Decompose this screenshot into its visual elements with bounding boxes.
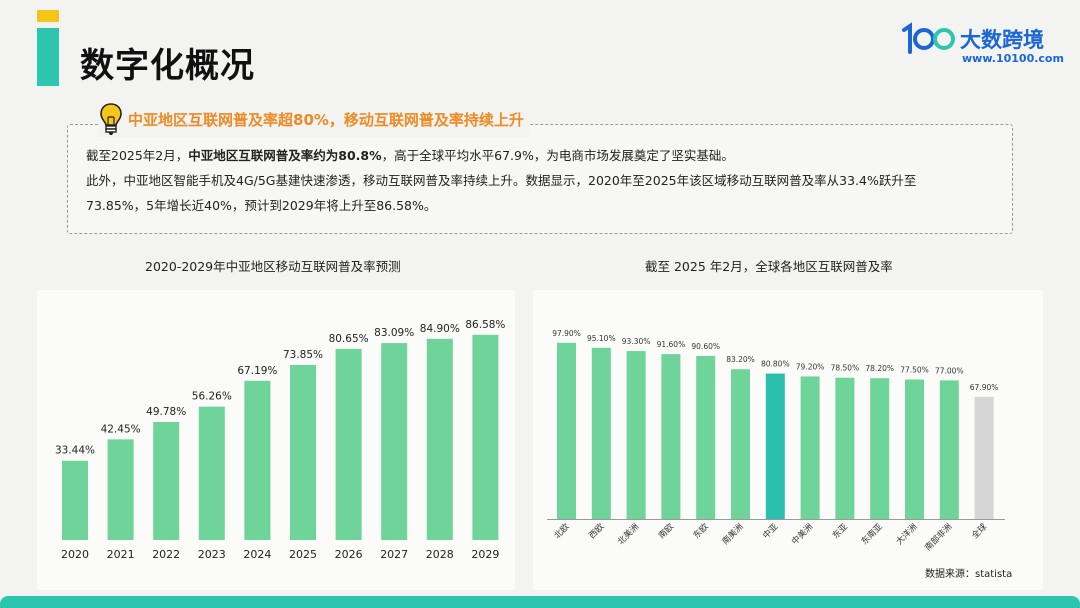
- bar-南美洲: [731, 369, 750, 519]
- bar-2022: [153, 422, 180, 540]
- data-label-2021: 42.45%: [101, 423, 141, 435]
- data-label-东欧: 90.60%: [691, 342, 720, 351]
- bar-北欧: [557, 342, 576, 519]
- bar-东欧: [696, 355, 716, 519]
- tick-label-南美洲: 南美洲: [720, 521, 746, 547]
- info-box: [67, 124, 1013, 234]
- bar-2027: [381, 343, 408, 540]
- bar-南部非洲: [939, 380, 959, 519]
- tick-label-中亚: 中亚: [761, 521, 781, 541]
- data-label-2022: 49.78%: [146, 406, 186, 418]
- bar-2029: [472, 334, 499, 540]
- tick-label-南欧: 南欧: [656, 521, 676, 541]
- data-label-南欧: 91.60%: [657, 340, 686, 349]
- bar-西欧: [591, 347, 611, 519]
- data-label-中美洲: 79.20%: [796, 362, 825, 371]
- tick-label-2022: 2022: [152, 548, 180, 561]
- data-label-2028: 84.90%: [420, 323, 460, 335]
- paragraph-1-suffix: ，高于全球平均水平67.9%，为电商市场发展奠定了坚实基础。: [381, 148, 734, 163]
- tick-label-西欧: 西欧: [587, 521, 607, 541]
- paragraph-1: 截至2025年2月，中亚地区互联网普及率约为80.8%，高于全球平均水平67.9…: [86, 146, 734, 166]
- data-label-南部非洲: 77.00%: [935, 366, 964, 375]
- accent-bar-yellow: [37, 10, 59, 22]
- tick-label-2026: 2026: [335, 548, 363, 561]
- data-label-东亚: 78.50%: [831, 364, 860, 373]
- bar-2026: [335, 348, 362, 540]
- lightbulb-icon: [100, 103, 122, 135]
- paragraph-1-prefix: 截至2025年2月，: [86, 148, 189, 163]
- bar-2028: [426, 338, 453, 540]
- bottom-band: [0, 596, 1080, 608]
- tick-label-2023: 2023: [198, 548, 226, 561]
- bar-北美洲: [626, 351, 646, 519]
- bar-南欧: [661, 354, 681, 519]
- accent-bar-teal: [37, 28, 59, 86]
- tick-label-2025: 2025: [289, 548, 317, 561]
- logo-mark-icon: [902, 22, 955, 54]
- paragraph-3: 73.85%，5年增长近40%，预计到2029年将上升至86.58%。: [86, 198, 437, 213]
- data-label-西欧: 95.10%: [587, 334, 616, 343]
- bar-中美洲: [800, 376, 820, 519]
- tick-label-北美洲: 北美洲: [615, 521, 641, 547]
- paragraph-2: 此外，中亚地区智能手机及4G/5G基建快速渗透，移动互联网普及率持续上升。数据显…: [86, 173, 917, 188]
- headline: 中亚地区互联网普及率超80%，移动互联网普及率持续上升: [128, 110, 524, 129]
- data-label-全球: 67.90%: [970, 383, 999, 392]
- logo-name: 大数跨境: [960, 28, 1044, 52]
- tick-label-2029: 2029: [471, 548, 499, 561]
- data-label-2024: 67.19%: [237, 365, 277, 377]
- tick-label-中美洲: 中美洲: [789, 521, 815, 547]
- data-label-2027: 83.09%: [374, 327, 414, 339]
- data-label-2023: 56.26%: [192, 391, 232, 403]
- tick-label-南部非洲: 南部非洲: [923, 521, 955, 553]
- tick-label-北欧: 北欧: [552, 521, 572, 541]
- bar-全球: [974, 396, 994, 519]
- data-label-2026: 80.65%: [329, 333, 369, 345]
- brand-logo[interactable]: 大数跨境 www.10100.com: [900, 20, 1064, 70]
- data-label-北欧: 97.90%: [552, 329, 581, 338]
- tick-label-东亚: 东亚: [830, 521, 850, 541]
- bar-中亚: [765, 373, 785, 519]
- data-label-2020: 33.44%: [55, 445, 95, 457]
- paragraph-1-bold: 中亚地区互联网普及率约为80.8%: [188, 148, 382, 163]
- data-label-2029: 86.58%: [465, 319, 505, 331]
- bar-2024: [244, 380, 271, 540]
- bar-大洋洲: [905, 379, 924, 519]
- chart-1-svg: 33.44% 2020 42.45% 2021 49.78% 2022 56.26% 2023…: [55, 319, 505, 561]
- tick-label-2021: 2021: [107, 548, 135, 561]
- chart-1-title: 2020-2029年中亚地区移动互联网普及率预测: [145, 259, 401, 274]
- data-label-东南亚: 78.20%: [865, 364, 894, 373]
- data-label-中亚: 80.80%: [761, 360, 790, 369]
- tick-label-2028: 2028: [426, 548, 454, 561]
- bar-2021: [107, 439, 134, 540]
- chart-2-svg: 97.90% 北欧 95.10% 西欧 93.30% 北美洲 91.60% 南欧 90.60% 东…: [547, 329, 1005, 553]
- bar-东南亚: [870, 378, 890, 519]
- bar-东亚: [835, 377, 855, 519]
- tick-label-2027: 2027: [380, 548, 408, 561]
- tick-label-全球: 全球: [969, 521, 989, 541]
- data-label-南美洲: 83.20%: [726, 355, 755, 364]
- data-source: 数据来源：statista: [925, 569, 1013, 580]
- headline-row: 中亚地区互联网普及率超80%，移动互联网普及率持续上升: [98, 101, 530, 137]
- bar-2025: [290, 364, 316, 540]
- page-title: 数字化概况: [80, 46, 255, 86]
- bar-2023: [198, 406, 225, 540]
- data-label-大洋洲: 77.50%: [900, 366, 929, 375]
- tick-label-大洋洲: 大洋洲: [894, 521, 920, 547]
- data-label-2025: 73.85%: [283, 349, 323, 361]
- tick-label-东南亚: 东南亚: [859, 521, 885, 547]
- tick-label-2024: 2024: [243, 548, 271, 561]
- tick-label-2020: 2020: [61, 548, 89, 561]
- tick-label-东欧: 东欧: [691, 521, 711, 541]
- logo-url: www.10100.com: [962, 52, 1064, 65]
- bar-2020: [62, 460, 88, 540]
- chart-2-title: 截至 2025 年2月，全球各地区互联网普及率: [645, 259, 893, 274]
- data-label-北美洲: 93.30%: [622, 337, 651, 346]
